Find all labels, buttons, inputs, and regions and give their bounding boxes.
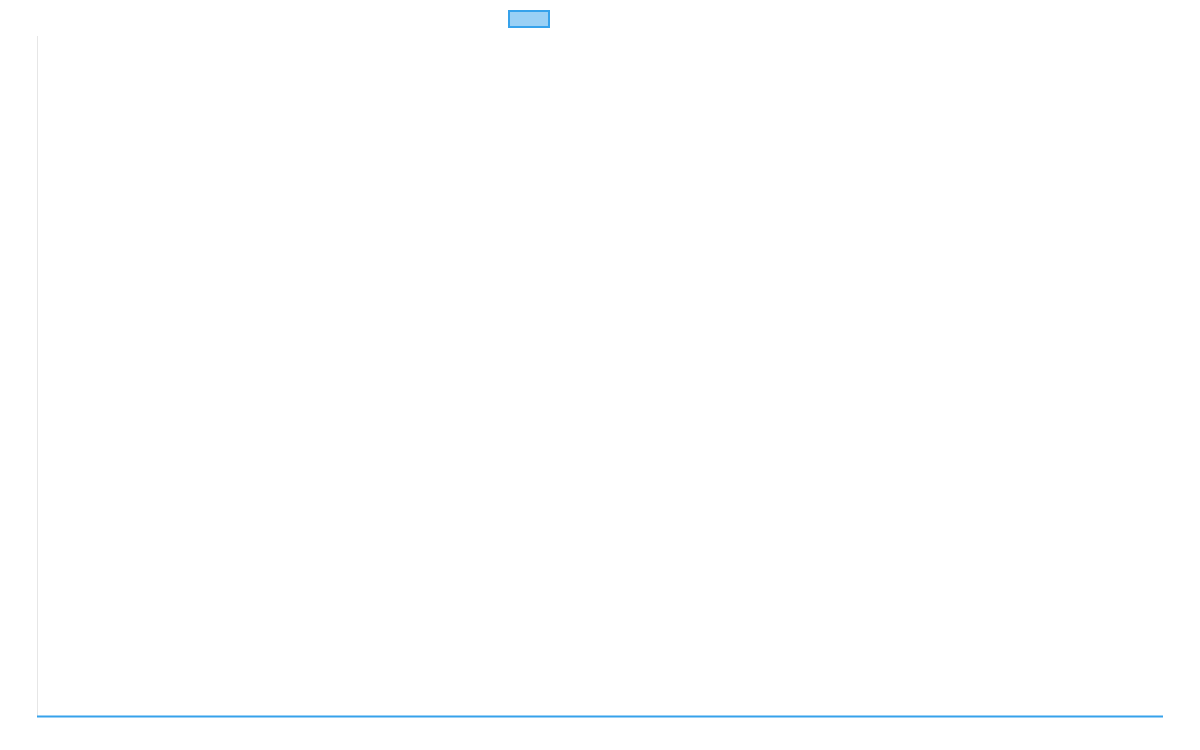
legend-swatch[interactable]	[508, 10, 550, 28]
